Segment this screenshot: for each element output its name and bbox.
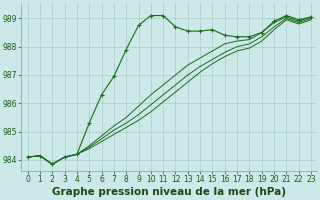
X-axis label: Graphe pression niveau de la mer (hPa): Graphe pression niveau de la mer (hPa): [52, 187, 286, 197]
